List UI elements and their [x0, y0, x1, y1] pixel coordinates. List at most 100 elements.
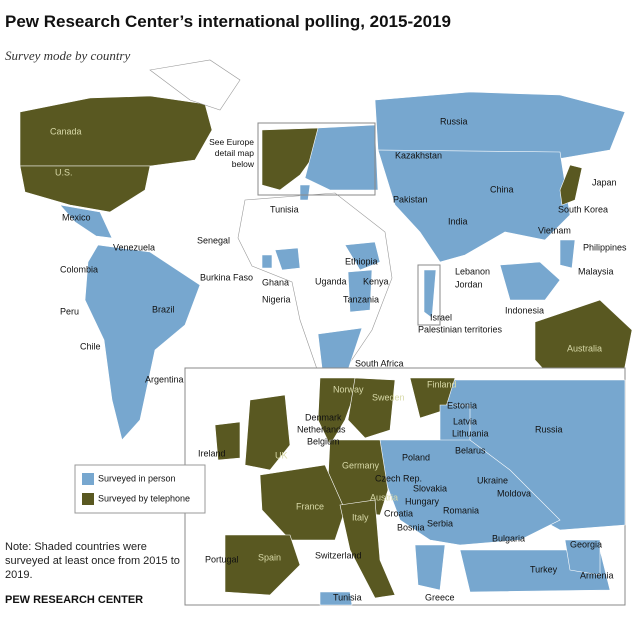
country-label: Bulgaria [492, 533, 525, 543]
legend-label: Surveyed in person [98, 473, 176, 483]
country-label: Tunisia [333, 592, 362, 602]
country-label: Malaysia [578, 266, 614, 276]
country-label: Switzerland [315, 550, 362, 560]
country-label: Ukraine [477, 475, 508, 485]
levant-box [417, 264, 441, 326]
country-label: Belarus [455, 445, 486, 455]
country-label: China [490, 184, 514, 194]
country-label: Colombia [60, 264, 98, 274]
country-label: Moldova [497, 488, 531, 498]
europe-box [257, 122, 376, 196]
indonesia [499, 261, 561, 301]
legend-swatch [82, 493, 94, 505]
country-label: Ireland [198, 448, 226, 458]
source: PEW RESEARCH CENTER [5, 594, 144, 606]
uk [244, 394, 291, 471]
country-label: Israel [430, 312, 452, 322]
south-america [84, 244, 201, 441]
inset-tunisia [319, 591, 353, 606]
country-label: Lithuania [452, 428, 489, 438]
legend-label: Surveyed by telephone [98, 493, 190, 503]
country-label: Tunisia [270, 204, 299, 214]
country-label: France [296, 501, 324, 511]
country-label: Vietnam [538, 225, 571, 235]
country-label: Sweden [372, 392, 405, 402]
labels: Canada U.S. Mexico Venezuela Colombia Peru Chi… [50, 116, 627, 602]
japan [559, 164, 583, 206]
caucasus [564, 539, 601, 576]
ethiopia [344, 241, 381, 271]
country-label: Poland [402, 452, 430, 462]
country-label: Netherlands [297, 424, 346, 434]
europe-pointer: See Europe detail map below [209, 137, 254, 169]
legend-box [74, 464, 206, 514]
country-label: Finland [427, 379, 457, 389]
country-label: Spain [258, 552, 281, 562]
country-label: Jordan [455, 279, 483, 289]
country-label: Ethiopia [345, 256, 378, 266]
country-label: Norway [333, 384, 364, 394]
country-label: Slovakia [413, 483, 447, 493]
title: Pew Research Center’s international poll… [5, 12, 451, 31]
country-label: Lebanon [455, 266, 490, 276]
country-label: South Africa [355, 358, 404, 368]
norway [317, 377, 361, 446]
country-label: Croatia [384, 508, 413, 518]
country-label: Ghana [262, 277, 289, 287]
note: Note: Shaded countries were surveyed at … [5, 541, 180, 581]
greenland [149, 59, 241, 111]
country-label: Philippines [583, 242, 627, 252]
country-label: U.S. [55, 167, 73, 177]
country-label: Romania [443, 505, 479, 515]
country-label: Tanzania [343, 294, 379, 304]
country-label: Argentina [145, 374, 184, 384]
canada [19, 95, 213, 167]
country-label: Germany [342, 460, 380, 470]
country-label: Russia [535, 424, 563, 434]
eastern-europe [379, 439, 561, 546]
country-label: Turkey [530, 564, 558, 574]
country-label: India [448, 216, 468, 226]
country-label: Chile [80, 341, 101, 351]
iberia [224, 534, 301, 596]
europe-east [304, 124, 379, 191]
country-label: Denmark [305, 412, 342, 422]
subtitle: Survey mode by country [5, 48, 131, 63]
country-label: Kazakhstan [395, 150, 442, 160]
country-label: Mexico [62, 212, 91, 222]
kenya-tanzania [347, 269, 373, 313]
country-label: Canada [50, 126, 82, 136]
asia [377, 149, 571, 263]
country-label: UK [275, 450, 288, 460]
country-label: Serbia [427, 518, 453, 528]
country-label: Russia [440, 116, 468, 126]
country-label: Peru [60, 306, 79, 316]
levant [423, 269, 437, 319]
country-label: Japan [592, 177, 617, 187]
country-label: Latvia [453, 416, 477, 426]
country-label: Senegal [197, 235, 230, 245]
philippines [559, 239, 576, 269]
country-label: Czech Rep. [375, 473, 422, 483]
country-label: Nigeria [262, 294, 291, 304]
sweden [347, 377, 396, 439]
ghana [261, 254, 273, 269]
country-label: Indonesia [505, 305, 544, 315]
france [259, 464, 346, 541]
country-label: Venezuela [113, 242, 155, 252]
legend: Surveyed in person Surveyed by telephone [82, 473, 190, 505]
country-label: Italy [352, 512, 369, 522]
us [19, 165, 151, 213]
country-label: Georgia [570, 539, 602, 549]
country-label: Austria [370, 492, 398, 502]
tunisia [299, 184, 311, 201]
country-label: Uganda [315, 276, 347, 286]
country-label: Hungary [405, 496, 440, 506]
mexico [59, 204, 113, 239]
greece [414, 544, 446, 591]
country-label: Pakistan [393, 194, 428, 204]
country-label: South Korea [558, 204, 608, 214]
country-label: Kenya [363, 276, 389, 286]
